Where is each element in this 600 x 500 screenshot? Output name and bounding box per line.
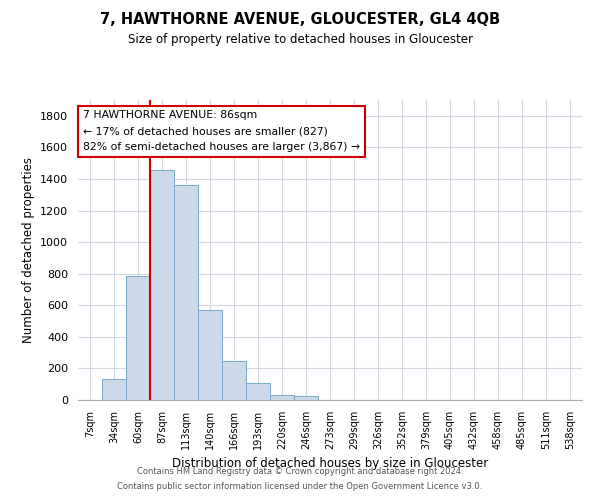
Bar xyxy=(222,360,246,400)
Bar xyxy=(198,310,222,400)
Bar xyxy=(102,380,126,400)
Text: 7, HAWTHORNE AVENUE, GLOUCESTER, GL4 4QB: 7, HAWTHORNE AVENUE, GLOUCESTER, GL4 4QB xyxy=(100,12,500,28)
X-axis label: Distribution of detached houses by size in Gloucester: Distribution of detached houses by size … xyxy=(172,458,488,470)
Text: Contains public sector information licensed under the Open Government Licence v3: Contains public sector information licen… xyxy=(118,482,482,491)
Bar xyxy=(174,186,198,400)
Bar xyxy=(270,396,294,400)
Bar xyxy=(126,276,150,400)
Text: Size of property relative to detached houses in Gloucester: Size of property relative to detached ho… xyxy=(128,32,473,46)
Bar xyxy=(294,396,318,400)
Bar xyxy=(150,170,174,400)
Bar xyxy=(246,384,270,400)
Y-axis label: Number of detached properties: Number of detached properties xyxy=(22,157,35,343)
Text: Contains HM Land Registry data © Crown copyright and database right 2024.: Contains HM Land Registry data © Crown c… xyxy=(137,467,463,476)
Text: 7 HAWTHORNE AVENUE: 86sqm
← 17% of detached houses are smaller (827)
82% of semi: 7 HAWTHORNE AVENUE: 86sqm ← 17% of detac… xyxy=(83,110,360,152)
